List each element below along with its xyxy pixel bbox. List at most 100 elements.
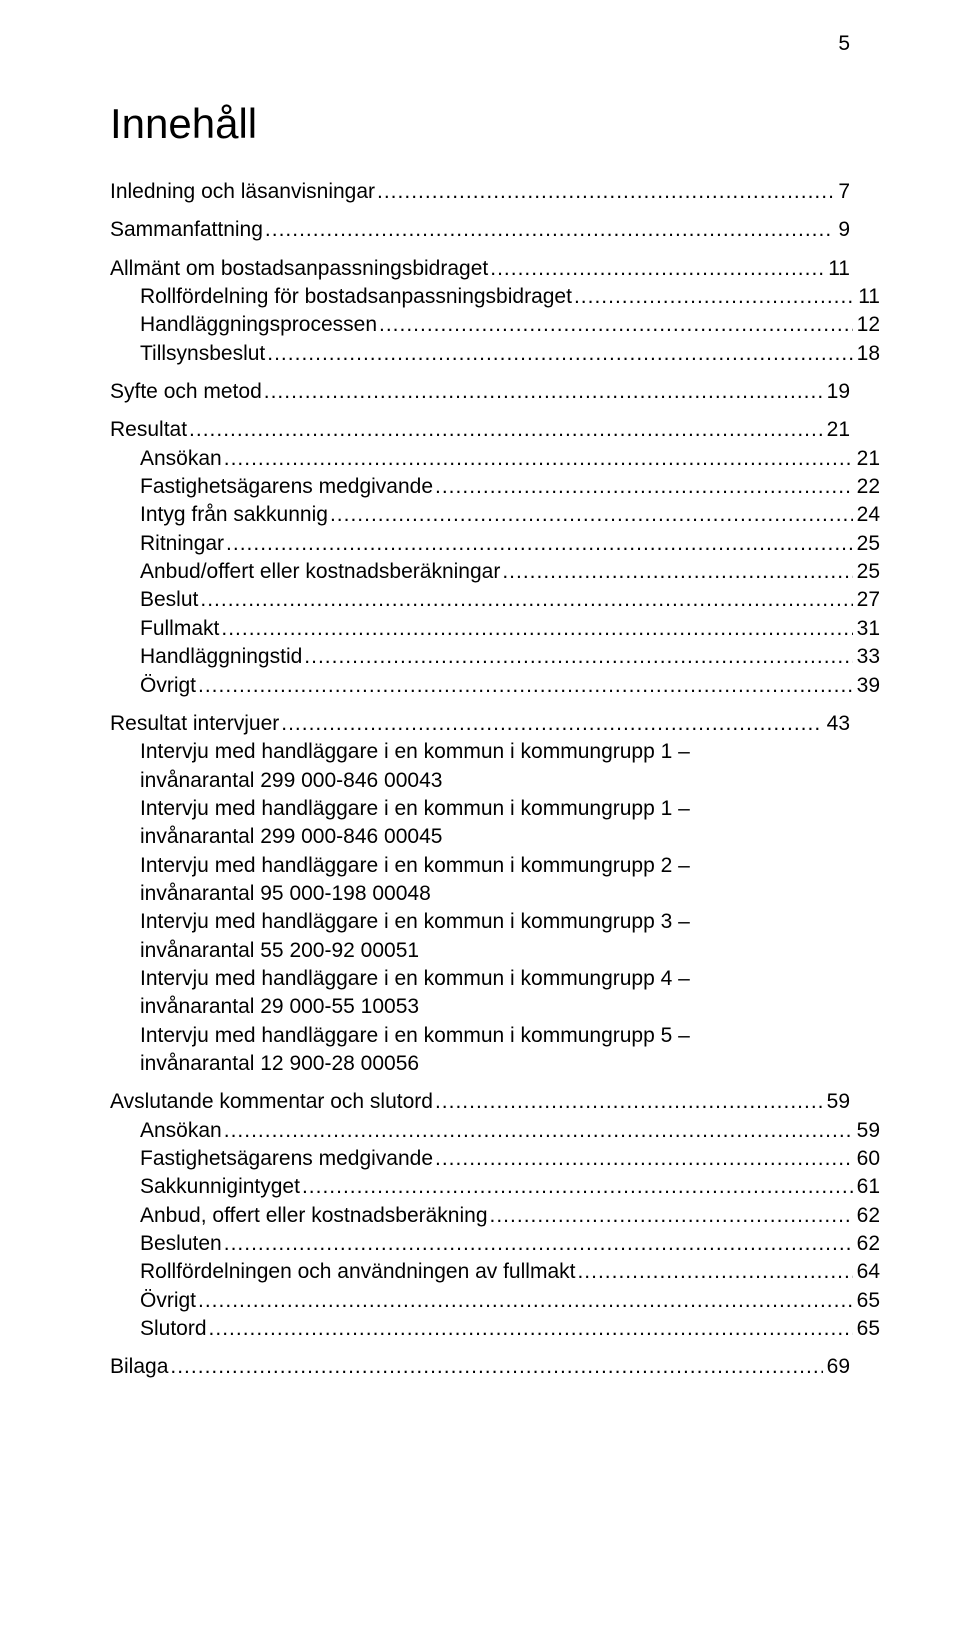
toc-entry-line1: Intervju med handläggare i en kommun i k… bbox=[110, 852, 850, 880]
toc-entry-label: Anbud, offert eller kostnadsberäkning bbox=[140, 1202, 488, 1230]
toc-entry-label: Ansökan bbox=[140, 1117, 222, 1145]
toc-entry-page: 7 bbox=[834, 178, 850, 206]
toc-leader-dots bbox=[488, 1202, 853, 1230]
toc-entry-page: 43 bbox=[419, 767, 442, 795]
toc-entry-page: 12 bbox=[853, 311, 880, 339]
toc-entry-label: invånarantal 299 000-846 000 bbox=[140, 823, 419, 851]
toc-leader-dots bbox=[262, 378, 823, 406]
toc-entry-row: invånarantal 299 000-846 00043 bbox=[110, 767, 850, 795]
toc-entry-page: 51 bbox=[396, 937, 419, 965]
toc-entry-page: 24 bbox=[853, 501, 880, 529]
toc-entry-page: 25 bbox=[853, 530, 880, 558]
toc-entry: Handläggningstid 33 bbox=[110, 643, 880, 671]
toc-entry: Ansökan21 bbox=[110, 445, 880, 473]
toc-entry-label: Resultat intervjuer bbox=[110, 710, 279, 738]
toc-leader-dots bbox=[196, 1287, 853, 1315]
toc-entry-page: 31 bbox=[853, 615, 880, 643]
toc-entry-page: 61 bbox=[853, 1173, 880, 1201]
toc-entry-label: Sammanfattning bbox=[110, 216, 263, 244]
toc-entry-page: 60 bbox=[853, 1145, 880, 1173]
toc-entry: Bilaga69 bbox=[110, 1353, 850, 1381]
toc-entry: Intervju med handläggare i en kommun i k… bbox=[110, 908, 850, 965]
toc-entry: Övrigt39 bbox=[110, 672, 880, 700]
toc-entry-label: Fastighetsägarens medgivande bbox=[140, 1145, 433, 1173]
toc-entry-page: 69 bbox=[823, 1353, 850, 1381]
toc-entry-label: invånarantal 95 000-198 000 bbox=[140, 880, 407, 908]
toc-entry-line1: Intervju med handläggare i en kommun i k… bbox=[110, 1022, 850, 1050]
toc-entry-page: 39 bbox=[853, 672, 880, 700]
toc-entry-label: Rollfördelning för bostadsanpassningsbid… bbox=[140, 283, 572, 311]
toc-entry: Intervju med handläggare i en kommun i k… bbox=[110, 852, 850, 909]
toc-entry-page: 53 bbox=[396, 993, 419, 1021]
toc-entry: Besluten62 bbox=[110, 1230, 880, 1258]
toc-entry-label: invånarantal 55 200-92 000 bbox=[140, 937, 396, 965]
toc-entry: Övrigt65 bbox=[110, 1287, 880, 1315]
toc-entry-label: Allmänt om bostadsanpassningsbidraget bbox=[110, 255, 488, 283]
toc-entry: Beslut 27 bbox=[110, 586, 880, 614]
toc-entry-label: Syfte och metod bbox=[110, 378, 262, 406]
toc-entry-page: 22 bbox=[853, 473, 880, 501]
toc-entry: Fastighetsägarens medgivande 60 bbox=[110, 1145, 880, 1173]
toc-entry-label: Fastighetsägarens medgivande bbox=[140, 473, 433, 501]
toc-leader-dots bbox=[300, 1173, 853, 1201]
toc-entry-row: invånarantal 299 000-846 00045 bbox=[110, 823, 850, 851]
toc-entry-page: 19 bbox=[823, 378, 850, 406]
toc-entry-label: Tillsynsbeslut bbox=[140, 340, 265, 368]
toc-leader-dots bbox=[196, 672, 853, 700]
toc-entry: Intervju med handläggare i en kommun i k… bbox=[110, 795, 850, 852]
toc-leader-dots bbox=[265, 340, 852, 368]
toc-leader-dots bbox=[302, 643, 852, 671]
toc-leader-dots bbox=[187, 416, 823, 444]
toc-entry-line1: Intervju med handläggare i en kommun i k… bbox=[110, 908, 850, 936]
toc-entry: Intyg från sakkunnig24 bbox=[110, 501, 880, 529]
toc-entry-page: 11 bbox=[824, 255, 850, 283]
toc-entry-page: 27 bbox=[853, 586, 880, 614]
toc-entry: Tillsynsbeslut18 bbox=[110, 340, 880, 368]
toc-entry-label: Ansökan bbox=[140, 445, 222, 473]
toc-leader-dots bbox=[222, 1117, 853, 1145]
toc-entry-page: 33 bbox=[853, 643, 880, 671]
toc-leader-dots bbox=[279, 710, 822, 738]
toc-entry-label: Inledning och läsanvisningar bbox=[110, 178, 375, 206]
toc-entry-label: Övrigt bbox=[140, 1287, 196, 1315]
toc-entry-label: Besluten bbox=[140, 1230, 222, 1258]
toc-leader-dots bbox=[207, 1315, 853, 1343]
toc-entry: Anbud, offert eller kostnadsberäkning62 bbox=[110, 1202, 880, 1230]
toc-entry-label: invånarantal 299 000-846 000 bbox=[140, 767, 419, 795]
toc-entry: Sakkunnigintyget61 bbox=[110, 1173, 880, 1201]
toc-entry-label: Slutord bbox=[140, 1315, 207, 1343]
toc-entry-label: Ritningar bbox=[140, 530, 224, 558]
toc-entry-label: Handläggningsprocessen bbox=[140, 311, 377, 339]
toc-entry: Slutord 65 bbox=[110, 1315, 880, 1343]
page-number: 5 bbox=[838, 32, 850, 56]
toc-entry: Intervju med handläggare i en kommun i k… bbox=[110, 1022, 850, 1079]
toc-leader-dots bbox=[375, 178, 834, 206]
toc-entry-page: 65 bbox=[853, 1315, 880, 1343]
toc-entry: Resultat intervjuer43 bbox=[110, 710, 850, 738]
toc-leader-dots bbox=[168, 1353, 822, 1381]
toc-entry: Allmänt om bostadsanpassningsbidraget 11 bbox=[110, 255, 850, 283]
toc-entry-label: Avslutande kommentar och slutord bbox=[110, 1088, 433, 1116]
toc-entry-label: Handläggningstid bbox=[140, 643, 302, 671]
toc-entry: Rollfördelningen och användningen av ful… bbox=[110, 1258, 880, 1286]
toc-entry-label: invånarantal 12 900-28 000 bbox=[140, 1050, 396, 1078]
toc-entry: Intervju med handläggare i en kommun i k… bbox=[110, 965, 850, 1022]
toc-title: Innehåll bbox=[110, 100, 850, 148]
toc-leader-dots bbox=[224, 530, 853, 558]
toc-entry-label: Beslut bbox=[140, 586, 198, 614]
toc-entry-page: 25 bbox=[853, 558, 880, 586]
toc-leader-dots bbox=[433, 1145, 853, 1173]
toc-leader-dots bbox=[575, 1258, 852, 1286]
toc-entry-line1: Intervju med handläggare i en kommun i k… bbox=[110, 795, 850, 823]
toc-leader-dots bbox=[222, 445, 853, 473]
toc-entry-label: invånarantal 29 000-55 100 bbox=[140, 993, 396, 1021]
toc-entry-page: 64 bbox=[853, 1258, 880, 1286]
toc-entry-page: 45 bbox=[419, 823, 442, 851]
table-of-contents: Inledning och läsanvisningar 7 Sammanfattn… bbox=[110, 178, 850, 1382]
toc-entry-label: Resultat bbox=[110, 416, 187, 444]
toc-entry-page: 48 bbox=[407, 880, 430, 908]
toc-entry: Intervju med handläggare i en kommun i k… bbox=[110, 738, 850, 795]
toc-leader-dots bbox=[219, 615, 852, 643]
toc-entry-line1: Intervju med handläggare i en kommun i k… bbox=[110, 738, 850, 766]
toc-leader-dots bbox=[433, 1088, 823, 1116]
